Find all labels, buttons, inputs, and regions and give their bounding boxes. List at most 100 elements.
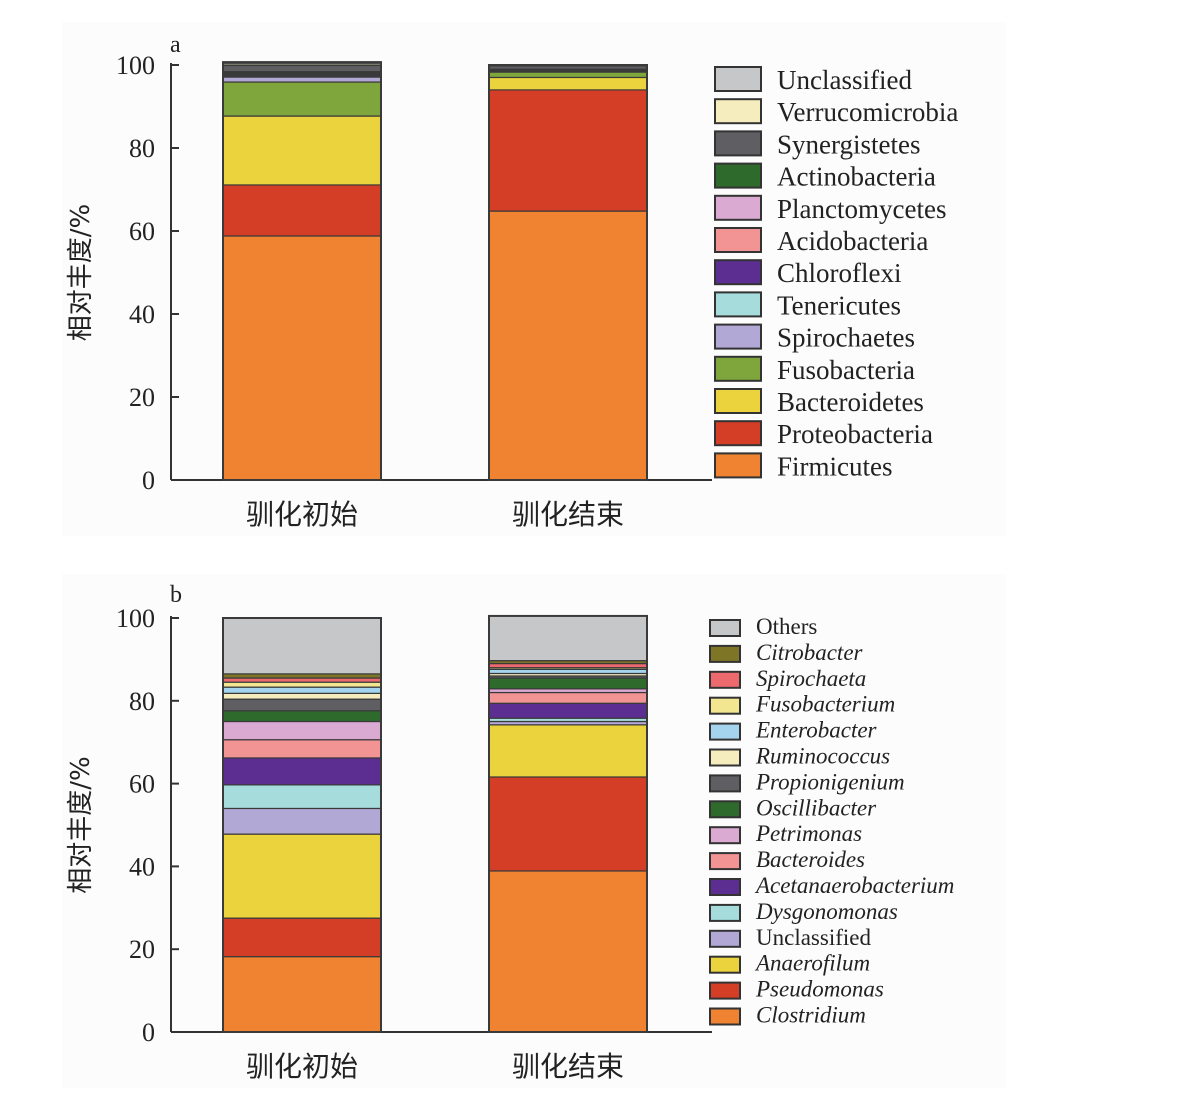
legend-swatch — [714, 420, 762, 447]
bar-segment-fusobacterium-initial — [222, 681, 382, 688]
legend-label: Acidobacteria — [777, 226, 928, 256]
panel-letter: b — [170, 582, 182, 608]
legend-label: Chloroflexi — [777, 258, 901, 288]
bar-outline — [222, 61, 382, 481]
legend-label: Unclassified — [756, 925, 871, 950]
legend-swatch — [709, 852, 741, 871]
bar-segment-others-final — [488, 615, 648, 662]
bar-segment-anaerofilum-final — [488, 724, 648, 778]
legend-label: Anaerofilum — [754, 951, 870, 976]
bar-segment-unclassified-initial — [222, 807, 382, 835]
stacked-bar-chart-genus: b 0 20 40 60 80 100 相对丰度/% 驯化初始 驯化结束 OthersCitroba… — [66, 582, 954, 1083]
bar-outline — [222, 617, 382, 1033]
bar-segment-firmicutes-initial — [222, 235, 382, 481]
legend-swatch — [709, 619, 741, 637]
legend-label: Bacteroidetes — [777, 387, 924, 417]
bar-segment-spirochaeta-initial — [222, 677, 382, 683]
legend-swatch — [714, 227, 762, 253]
legend-swatch — [714, 194, 762, 221]
legend-label: Dysgonomonas — [755, 899, 898, 924]
bar-segment-anaerofilum-initial — [222, 833, 382, 919]
stacked-bar-chart-phylum: a 0 20 40 60 80 100 相对丰度/% 驯化初始 驯化结束 UnclassifiedV… — [66, 32, 958, 531]
x-category-label: 驯化结束 — [512, 1050, 624, 1083]
legend-label: Verrucomicrobia — [777, 97, 958, 127]
y-tick-label: 100 — [116, 51, 155, 80]
legend-swatch — [709, 878, 741, 896]
legend-swatch — [709, 981, 741, 1000]
bar-segment-ruminococcus-initial — [222, 692, 382, 700]
legend-swatch — [709, 955, 741, 974]
x-category-label: 驯化初始 — [246, 1050, 358, 1083]
legend-label: Fusobacterium — [755, 692, 895, 717]
bar-segment-others-initial — [222, 617, 382, 675]
y-tick-label: 40 — [129, 852, 155, 881]
legend-swatch — [714, 66, 762, 92]
bar-segment-fusobacteria-initial — [222, 81, 382, 117]
legend-label: Acetanaerobacterium — [754, 873, 954, 898]
legend-label: Enterobacter — [755, 718, 878, 743]
bar-segment-pseudomonas-initial — [222, 917, 382, 958]
bar-segment-spirochaetes-initial — [222, 76, 382, 83]
legend-swatch — [709, 929, 741, 948]
x-category-label: 驯化初始 — [246, 498, 358, 531]
legend-swatch — [714, 259, 762, 286]
legend-label: Unclassified — [777, 65, 912, 95]
legend-swatch — [709, 800, 741, 819]
y-tick-label: 60 — [129, 217, 155, 246]
y-axis-label: 相对丰度/% — [66, 756, 96, 893]
legend-label: Proteobacteria — [777, 419, 933, 449]
bar-segment-proteobacteria-initial — [222, 184, 382, 237]
legend-swatch — [709, 774, 741, 793]
legend-label: Others — [756, 614, 817, 639]
legend-swatch — [709, 1007, 741, 1026]
legend-swatch — [709, 903, 741, 922]
bar-segment-dysgonomonas-initial — [222, 784, 382, 810]
legend-swatch — [709, 722, 741, 741]
legend-swatch — [714, 162, 762, 189]
legend-swatch — [714, 130, 762, 157]
x-category-label: 驯化结束 — [512, 498, 624, 531]
y-axis-label: 相对丰度/% — [66, 204, 96, 341]
legend-label: Fusobacteria — [777, 355, 915, 385]
legend-label: Citrobacter — [756, 640, 864, 665]
legend-swatch — [714, 291, 762, 318]
legend-label: Clostridium — [756, 1003, 866, 1028]
y-tick-label: 0 — [142, 466, 155, 495]
bar-segment-proteobacteria-final — [488, 89, 648, 212]
legend-swatch — [709, 748, 741, 767]
bar-segment-petrimonas-initial — [222, 720, 382, 741]
bar-segment-bacteroides-final — [488, 691, 648, 704]
y-tick-label: 20 — [129, 383, 155, 412]
y-tick-label: 80 — [129, 687, 155, 716]
y-tick-label: 40 — [129, 300, 155, 329]
bar-segment-propionigenium-initial — [222, 698, 382, 712]
y-tick-label: 80 — [129, 134, 155, 163]
bar-segment-oscillibacter-final — [488, 677, 648, 690]
legend-label: Oscillibacter — [756, 795, 877, 820]
bar-segment-clostridium-initial — [222, 956, 382, 1033]
bar-segment-bacteroidetes-initial — [222, 115, 382, 186]
legend-swatch — [714, 323, 762, 350]
bar-segment-bacteroides-initial — [222, 739, 382, 759]
legend-label: Pseudomonas — [755, 977, 884, 1002]
legend-swatch — [709, 670, 741, 689]
bar-segment-synergistetes-initial — [222, 64, 382, 73]
bar-segment-bacteroidetes-final — [488, 76, 648, 91]
legend-swatch — [709, 644, 741, 663]
bar-outline — [488, 614, 648, 1034]
legend-swatch — [714, 452, 762, 479]
legend-label: Spirochaetes — [777, 323, 915, 353]
legend-label: Bacteroides — [756, 847, 865, 872]
bar-segment-oscillibacter-initial — [222, 710, 382, 723]
legend-label: Firmicutes — [777, 451, 893, 481]
y-tick-label: 0 — [142, 1018, 155, 1047]
legend-swatch — [714, 98, 762, 125]
legend-label: Petrimonas — [755, 821, 862, 846]
y-tick-label: 100 — [116, 604, 155, 633]
panel-letter: a — [170, 32, 181, 58]
legend-label: Ruminococcus — [755, 744, 890, 769]
chart-panel-b: b 0 20 40 60 80 100 相对丰度/% 驯化初始 驯化结束 Others Citroba… — [62, 574, 1006, 1088]
legend-label: Actinobacteria — [777, 162, 936, 192]
legend-label: Planctomycetes — [777, 194, 946, 224]
legend-label: Tenericutes — [777, 290, 901, 320]
